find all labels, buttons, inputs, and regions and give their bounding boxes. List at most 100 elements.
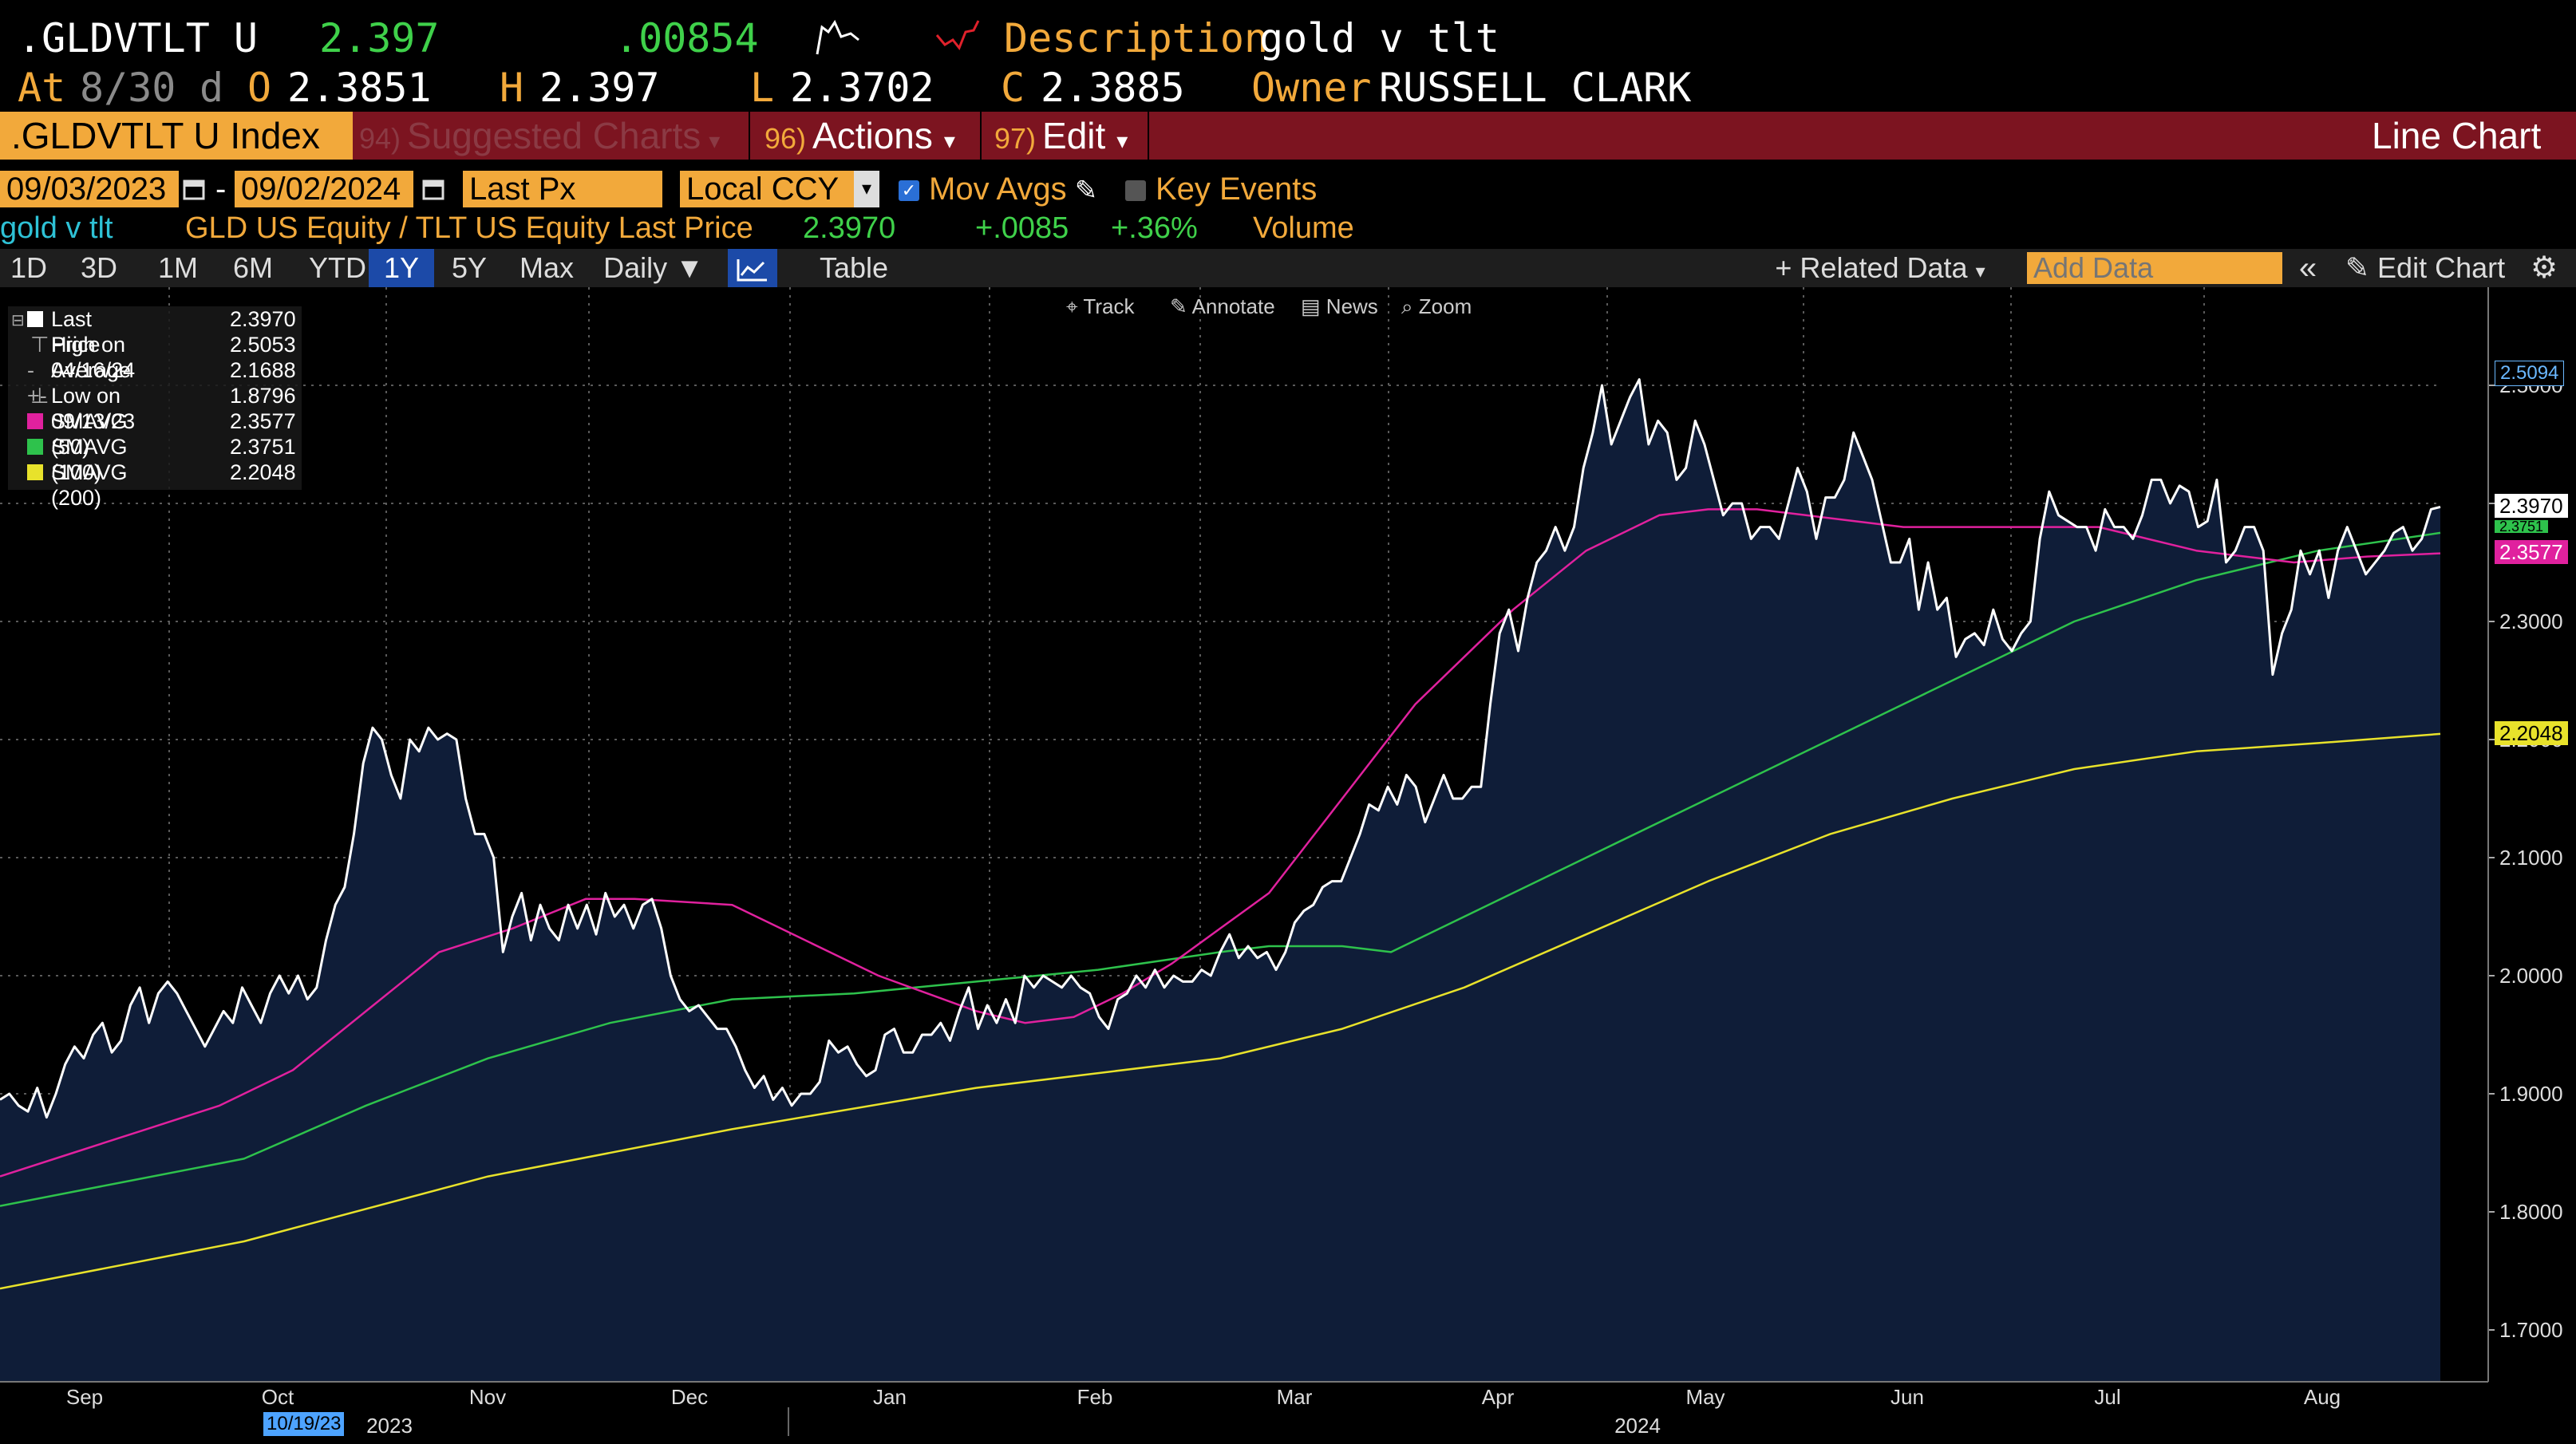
annotate-label: Annotate <box>1191 294 1275 318</box>
key-events-label: Key Events <box>1156 172 1318 207</box>
chart-type-label[interactable]: Line Chart <box>2372 115 2542 156</box>
tab-1y[interactable]: 1Y <box>369 249 434 287</box>
index-selector[interactable]: .GLDVTLT U Index <box>0 112 353 160</box>
price-area <box>0 379 2440 1383</box>
frequency-select[interactable]: Daily ▼ <box>594 249 713 287</box>
calendar-icon[interactable] <box>421 177 445 201</box>
ticker: .GLDVTLT U <box>18 15 259 61</box>
price-field-select[interactable]: Last Px <box>463 171 662 207</box>
tab-3d[interactable]: 3D <box>80 251 118 284</box>
pencil-icon[interactable]: ✎ <box>1074 176 1098 206</box>
collapse-icon[interactable]: ⊟ <box>11 312 25 329</box>
year-label: 2023 <box>366 1414 413 1438</box>
legend-label: High on 04/16/24 <box>51 333 136 382</box>
add-data-input[interactable] <box>2027 252 2282 284</box>
tag-last-price: 2.3970 <box>2495 494 2568 518</box>
legend-label: Average <box>51 358 132 382</box>
edit-chart-button[interactable]: ✎ Edit Chart <box>2338 249 2512 287</box>
track-tool[interactable]: ⌖ Track <box>1066 294 1135 318</box>
divider <box>1148 112 1149 160</box>
sparkline-red-icon <box>935 20 980 50</box>
low-marker-icon: ⊥ <box>30 384 49 408</box>
sparkline-white-icon <box>816 19 859 55</box>
x-tick-label: Oct <box>262 1385 294 1409</box>
legend-value: 2.1688 <box>230 358 296 382</box>
end-date-field[interactable]: 09/02/2024 <box>235 171 413 207</box>
actions-button[interactable]: 96) Actions ▾ <box>765 112 955 160</box>
legend-label: SMAVG (100) <box>51 435 128 484</box>
tag-high: 2.5094 <box>2495 361 2565 386</box>
news-tool[interactable]: ▤ News <box>1301 294 1378 318</box>
tab-ytd[interactable]: YTD <box>309 251 366 284</box>
legend-swatch <box>27 311 43 327</box>
zoom-tool[interactable]: ⌕ Zoom <box>1401 294 1472 318</box>
chevron-down-icon: ▾ <box>709 128 721 153</box>
tag-smavg-50: 2.3577 <box>2495 540 2568 564</box>
suggested-charts-label: Suggested Charts <box>407 115 701 156</box>
low-label: L <box>750 65 775 111</box>
y-tick-label: 2.3000 <box>2499 610 2563 633</box>
chevron-down-icon[interactable]: ▾ <box>854 171 879 207</box>
tab-6m[interactable]: 6M <box>232 251 273 284</box>
series-line-smavg-200[interactable] <box>0 732 2441 1290</box>
calendar-icon[interactable] <box>182 177 206 201</box>
x-tick-label: Jan <box>873 1385 907 1409</box>
tab-max[interactable]: Max <box>519 251 574 284</box>
high-marker-icon: ⊤ <box>30 333 49 357</box>
checkbox-unchecked-icon <box>1125 180 1146 202</box>
x-axis: Sep Oct Nov Dec Jan Feb Mar Apr May Jun Jul Aug 2023… <box>0 1381 2488 1438</box>
at-label: At <box>18 65 66 111</box>
x-tick-label: Jun <box>1891 1385 1924 1409</box>
frequency-label: Daily <box>603 251 668 284</box>
open-label: O <box>247 65 272 111</box>
tag-smavg-100: 2.3751 <box>2495 520 2549 533</box>
chevron-down-icon: ▾ <box>1975 261 1985 282</box>
series-description: GLD US Equity / TLT US Equity Last Price <box>185 211 753 245</box>
legend-swatch <box>27 439 43 455</box>
cursor-date-tag: 10/19/23 <box>263 1412 345 1436</box>
divider <box>980 112 982 160</box>
chevron-down-icon: ▼ <box>675 251 704 284</box>
legend-label: Low on 09/13/23 <box>51 384 136 433</box>
tab-1d[interactable]: 1D <box>10 251 48 284</box>
tag-smavg-200: 2.2048 <box>2495 721 2568 745</box>
price-chart[interactable]: 2.50002.40002.30002.20002.10002.00001.90… <box>0 287 2576 1444</box>
legend-swatch <box>27 464 43 480</box>
series-line-smavg-50[interactable] <box>0 508 2441 1178</box>
table-button[interactable]: Table <box>819 251 889 284</box>
legend-value: 2.3577 <box>230 409 296 433</box>
line-chart-icon[interactable] <box>728 249 777 287</box>
x-tick-label: Mar <box>1277 1385 1313 1409</box>
currency-select[interactable]: Local CCY <box>680 171 867 207</box>
tab-5y[interactable]: 5Y <box>451 251 488 284</box>
x-tick-label: Feb <box>1077 1385 1113 1409</box>
annotate-tool[interactable]: ✎ Annotate <box>1170 294 1275 318</box>
series-line-last-price[interactable] <box>0 378 2441 1119</box>
date-separator: - <box>215 172 227 207</box>
mov-avgs-label: Mov Avgs <box>929 172 1067 207</box>
tab-1m[interactable]: 1M <box>157 251 198 284</box>
start-date-field[interactable]: 09/03/2023 <box>0 171 179 207</box>
x-tick-label: May <box>1685 1385 1725 1409</box>
edit-button[interactable]: 97) Edit ▾ <box>994 112 1128 160</box>
net-change: .00854 <box>614 15 759 61</box>
series-lines <box>0 378 2441 1290</box>
y-tick-label: 2.1000 <box>2499 846 2563 870</box>
y-tick-label: 1.9000 <box>2499 1082 2563 1106</box>
legend-label: SMAVG (50) <box>51 409 128 459</box>
last-price-area <box>0 379 2440 1383</box>
related-data-button[interactable]: + Related Data ▾ <box>1760 249 2000 287</box>
high-label: H <box>500 65 524 111</box>
y-tick-label: 1.8000 <box>2499 1200 2563 1224</box>
legend-value: 2.5053 <box>230 333 296 357</box>
description-value: gold v tlt <box>1259 15 1500 61</box>
collapse-icon[interactable]: « <box>2298 251 2317 286</box>
key-events-toggle[interactable]: Key Events <box>1125 171 1317 207</box>
suggested-charts-button[interactable]: 94) Suggested Charts ▾ <box>359 112 720 160</box>
series-line-smavg-100[interactable] <box>0 531 2441 1207</box>
track-label: Track <box>1083 294 1135 318</box>
x-tick-label: Aug <box>2304 1385 2341 1409</box>
mov-avgs-toggle[interactable]: ✓ Mov Avgs ✎ <box>899 171 1097 207</box>
gear-icon[interactable]: ⚙ <box>2530 251 2558 285</box>
x-tick-label: Jul <box>2094 1385 2120 1409</box>
